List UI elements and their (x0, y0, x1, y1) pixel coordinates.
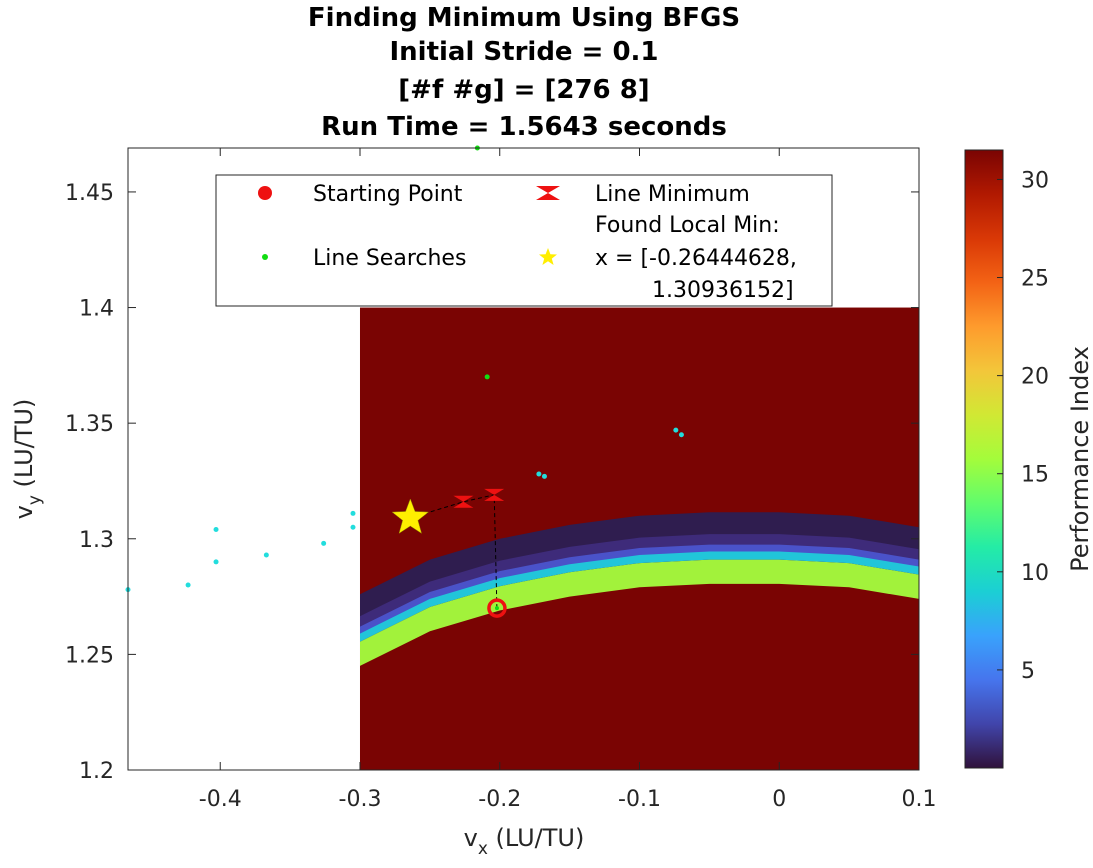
legend-linemin-marker (536, 186, 560, 200)
line-search-point (350, 524, 356, 530)
title-line-4: Run Time = 1.5643 seconds (321, 112, 727, 142)
heatmap (359, 307, 920, 770)
colorbar-tick-label: 10 (1021, 561, 1049, 586)
starting-point-marker (487, 598, 507, 618)
found-local-min-marker (391, 498, 430, 534)
legend-start-label: Starting Point (313, 182, 463, 207)
x-tick-label: -0.1 (618, 787, 661, 812)
line-search-point (536, 471, 542, 477)
legend-box (215, 174, 833, 307)
line-search-point (673, 427, 679, 433)
y-tick-label: 1.2 (79, 759, 114, 784)
chart-title: Finding Minimum Using BFGS Initial Strid… (308, 3, 740, 142)
title-line-1: Finding Minimum Using BFGS (308, 3, 740, 33)
line-search-point (213, 527, 219, 533)
data-points (125, 145, 684, 618)
y-axis: 1.2 1.25 1.3 1.35 1.4 1.45 (65, 181, 919, 784)
x-tick-label: 0 (772, 787, 786, 812)
colorbar-tick-label: 15 (1021, 463, 1049, 488)
plot-frame (127, 147, 920, 771)
search-path-line (410, 494, 498, 609)
legend-linemin-label: Line Minimum (595, 182, 750, 207)
line-search-point (350, 510, 356, 516)
colorbar-tick-label: 30 (1021, 168, 1049, 193)
line-minimum-marker (484, 488, 505, 501)
colorbar (964, 149, 1004, 769)
y-tick-label: 1.25 (65, 643, 114, 668)
line-search-point (678, 432, 684, 438)
title-line-2: Initial Stride = 0.1 (389, 37, 658, 67)
colorbar-label: Performance Index (1066, 346, 1093, 572)
legend-search-label: Line Searches (313, 246, 466, 271)
x-axis-label: vx (LU/TU) (464, 824, 585, 859)
line-search-point (321, 540, 327, 546)
line-search-point (213, 559, 219, 565)
x-tick-label: -0.4 (199, 787, 242, 812)
heatmap-band (360, 559, 919, 666)
starting-point-center (494, 606, 499, 611)
x-tick-label: 0.1 (902, 787, 937, 812)
x-axis: -0.4 -0.3 -0.2 -0.1 0 0.1 (199, 148, 937, 812)
legend-start-marker (258, 186, 272, 200)
line-search-point (263, 552, 269, 558)
y-tick-label: 1.3 (79, 528, 114, 553)
line-minimum-marker (453, 495, 474, 508)
legend-foundmin-label: Found Local Min: (595, 213, 780, 238)
y-axis-label: vy (LU/TU) (10, 399, 45, 520)
heatmap-band (360, 512, 919, 617)
y-tick-label: 1.4 (79, 297, 114, 322)
legend: Starting Point Line Minimum Line Searche… (215, 174, 833, 307)
y-tick-label: 1.35 (65, 412, 114, 437)
legend-star-marker (539, 248, 557, 265)
title-line-3: [#f #g] = [276 8] (398, 75, 649, 105)
search-path (410, 494, 498, 609)
colorbar-tick-label: 25 (1021, 267, 1049, 292)
line-search-point (484, 374, 490, 380)
legend-foundmin-value-2: 1.30936152] (652, 278, 794, 303)
colorbar-tick-label: 5 (1021, 659, 1035, 684)
line-search-point (185, 582, 191, 588)
colorbar-ticks: 5 10 15 20 25 30 (997, 168, 1049, 684)
legend-foundmin-value-1: x = [-0.26444628, (595, 246, 797, 271)
y-tick-label: 1.45 (65, 181, 114, 206)
colorbar-tick-label: 20 (1021, 365, 1049, 390)
x-tick-label: -0.2 (478, 787, 521, 812)
line-search-point (541, 473, 547, 479)
legend-search-marker (262, 254, 268, 260)
x-tick-label: -0.3 (339, 787, 382, 812)
